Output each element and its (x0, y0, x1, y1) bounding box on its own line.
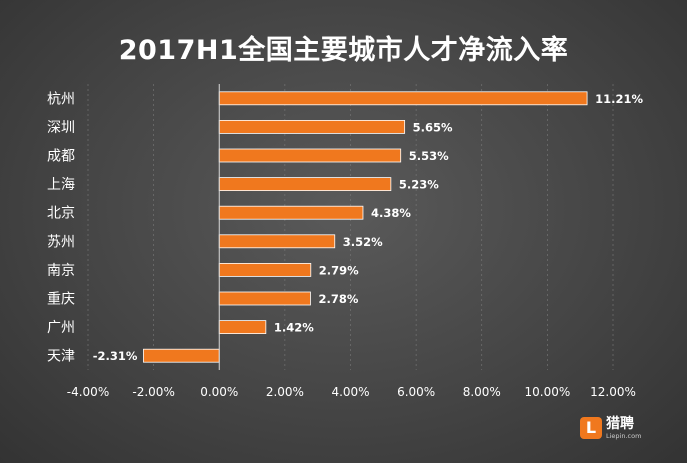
value-label-9: 1.42% (274, 321, 314, 335)
category-label-7: 南京 (47, 263, 75, 279)
x-tick-label-5: 4.00% (331, 385, 369, 399)
category-label-6: 苏州 (47, 234, 75, 250)
category-label-2: 深圳 (47, 120, 75, 136)
x-tick-label-7: 8.00% (463, 385, 501, 399)
x-tick-label-2: -2.00% (132, 385, 174, 399)
bar-8 (218, 291, 311, 306)
category-label-4: 上海 (47, 177, 75, 193)
bar-4 (218, 177, 392, 192)
value-labels: 11.21% 5.65% 5.53% 5.23% 4.38% 3.52% 2.79% 2.78… (93, 92, 644, 363)
bar-7 (218, 262, 312, 277)
x-tick-label-8: 10.00% (524, 385, 570, 399)
category-label-8: 重庆 (47, 292, 75, 308)
bar-2 (218, 120, 406, 134)
logo-name: 猎聘 (606, 416, 634, 432)
value-label-1: 11.21% (595, 92, 643, 106)
bar-10 (143, 348, 220, 363)
value-label-3: 5.53% (409, 149, 449, 163)
chart-title: 2017H1全国主要城市人才净流入率 (118, 35, 569, 66)
bars (143, 91, 588, 363)
logo-mark-icon: L (580, 417, 602, 439)
x-tick-label-4: 2.00% (266, 385, 304, 399)
x-tick-label-6: 6.00% (397, 385, 435, 399)
value-label-7: 2.79% (319, 263, 359, 277)
x-tick-label-3: 0.00% (200, 385, 238, 399)
x-tick-label-9: 12.00% (590, 385, 636, 399)
bar-1 (218, 91, 588, 106)
logo-url: Liepin.com (606, 432, 642, 440)
category-label-10: 天津 (47, 349, 75, 365)
category-label-1: 杭州 (47, 91, 75, 107)
bar-3 (218, 148, 402, 163)
bar-9 (218, 320, 267, 335)
value-label-8: 2.78% (318, 292, 358, 306)
bar-6 (218, 234, 336, 249)
bar-5 (218, 205, 364, 220)
x-tick-label-1: -4.00% (67, 385, 109, 399)
value-label-4: 5.23% (399, 178, 439, 192)
category-label-3: 成都 (47, 149, 75, 165)
value-label-6: 3.52% (343, 235, 383, 249)
value-label-2: 5.65% (413, 120, 453, 134)
value-label-10: -2.31% (93, 349, 138, 363)
category-label-9: 广州 (47, 320, 75, 336)
category-label-5: 北京 (47, 206, 75, 222)
liepin-logo: L 猎聘 Liepin.com (580, 413, 652, 443)
x-tick-labels: -4.00% -2.00% 0.00% 2.00% 4.00% 6.00% 8.00% 10.… (67, 385, 636, 399)
value-label-5: 4.38% (371, 206, 411, 220)
